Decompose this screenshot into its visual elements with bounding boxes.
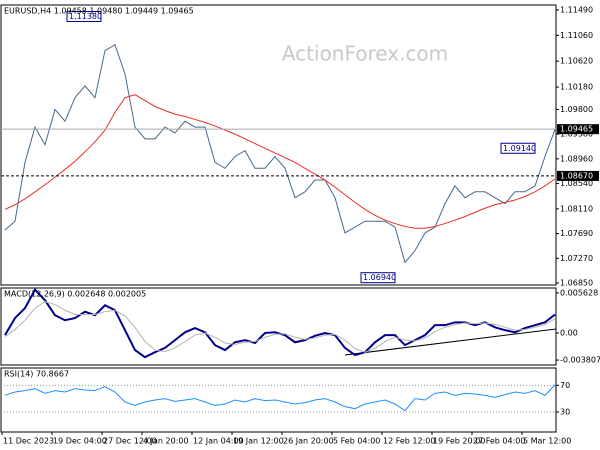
y-tick-label: 1.09380	[560, 130, 593, 139]
series-line	[4, 94, 556, 229]
annotation-label: 1.06940	[363, 273, 396, 282]
x-tick-label: 19 Dec 04:00	[53, 437, 107, 446]
annotation-box	[66, 10, 102, 22]
y-tick-label: 1.09800	[560, 105, 593, 114]
y-tick-label: 1.08110	[560, 204, 593, 213]
y-tick-label: 1.07690	[560, 229, 593, 238]
y-tick-label: 30	[560, 408, 570, 417]
y-tick-label: 1.11490	[560, 6, 593, 15]
panel-border	[0, 287, 557, 366]
series-line	[4, 301, 556, 353]
y-tick-label: 1.08960	[560, 154, 593, 163]
x-tick-label: 26 Jan 20:00	[283, 437, 334, 446]
series-line	[4, 43, 556, 264]
panel-title: EURUSD,H4 1.09458 1.09480 1.09449 1.0946…	[4, 7, 194, 16]
annotation-label: 1.11380	[69, 12, 102, 21]
x-tick-label: 5 Mar 12:00	[523, 437, 571, 446]
y-tick-label: 1.07270	[560, 254, 593, 263]
y-tick-label: 1.06850	[560, 278, 593, 287]
y-tick-label: -0.003807	[560, 356, 600, 365]
x-tick-label: 11 Dec 2023	[3, 437, 54, 446]
x-tick-label: 19 Jan 12:00	[233, 437, 284, 446]
x-tick-label: 27 Dec 12:00	[103, 437, 157, 446]
panel-title: RSI(14) 70.8667	[4, 370, 69, 379]
panel-border	[0, 4, 557, 286]
series-line	[4, 384, 556, 412]
x-tick-label: 5 Feb 04:00	[333, 437, 380, 446]
level-box	[557, 124, 599, 135]
level-label: 1.08670	[560, 171, 593, 180]
macd-trendline	[344, 328, 557, 356]
y-tick-label: 1.10620	[560, 57, 593, 66]
x-tick-label: 19 Feb 20:00	[433, 437, 485, 446]
y-tick-label: 0.00	[560, 329, 578, 338]
x-tick-label: 27 Feb 04:00	[473, 437, 525, 446]
annotation-label: 1.09140	[503, 144, 536, 153]
y-tick-label: 1.11060	[560, 31, 593, 40]
x-tick-label: 4 Jan 20:00	[143, 437, 189, 446]
annotation-box	[360, 272, 396, 284]
panel-border	[0, 367, 557, 433]
annotation-box	[500, 142, 536, 154]
level-box	[557, 170, 599, 181]
y-tick-label: 70	[560, 381, 570, 390]
y-tick-label: 1.10180	[560, 83, 593, 92]
y-tick-label: 1.08540	[560, 179, 593, 188]
y-tick-label: 0.005628	[560, 288, 598, 297]
level-label: 1.09465	[560, 125, 593, 134]
panel-title: MACD(12,26,9) 0.002648 0.002005	[4, 290, 146, 299]
x-tick-label: 12 Feb 12:00	[383, 437, 435, 446]
x-tick-label: 12 Jan 04:00	[193, 437, 244, 446]
watermark: ActionForex.com	[282, 42, 448, 66]
